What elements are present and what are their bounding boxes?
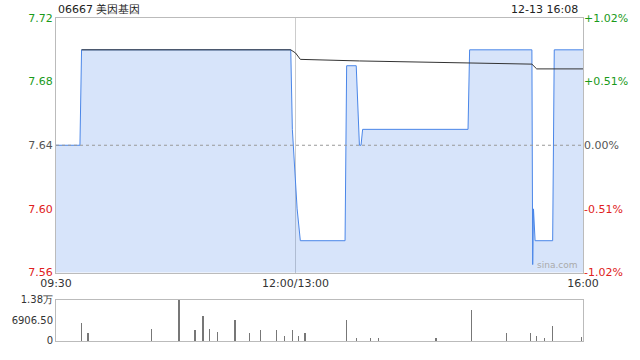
svg-text:12-13 16:08: 12-13 16:08 xyxy=(511,3,578,16)
svg-text:1.38万: 1.38万 xyxy=(21,294,53,305)
svg-text:0: 0 xyxy=(47,335,53,346)
svg-text:+1.02%: +1.02% xyxy=(584,12,628,25)
svg-text:7.60: 7.60 xyxy=(28,203,53,216)
svg-text:sina.com: sina.com xyxy=(537,260,578,270)
svg-text:-0.51%: -0.51% xyxy=(584,203,623,216)
svg-text:7.56: 7.56 xyxy=(28,266,53,279)
svg-text:6906.50: 6906.50 xyxy=(12,315,53,326)
svg-text:7.72: 7.72 xyxy=(28,12,53,25)
svg-text:-1.02%: -1.02% xyxy=(584,266,623,279)
svg-text:+0.51%: +0.51% xyxy=(584,75,628,88)
svg-text:06667 美因基因: 06667 美因基因 xyxy=(58,3,141,16)
svg-text:0.00%: 0.00% xyxy=(584,139,619,152)
svg-text:09:30: 09:30 xyxy=(40,277,72,290)
svg-text:12:00/13:00: 12:00/13:00 xyxy=(262,277,329,290)
svg-text:7.64: 7.64 xyxy=(28,139,53,152)
svg-text:16:00: 16:00 xyxy=(567,277,599,290)
svg-text:7.68: 7.68 xyxy=(28,75,53,88)
